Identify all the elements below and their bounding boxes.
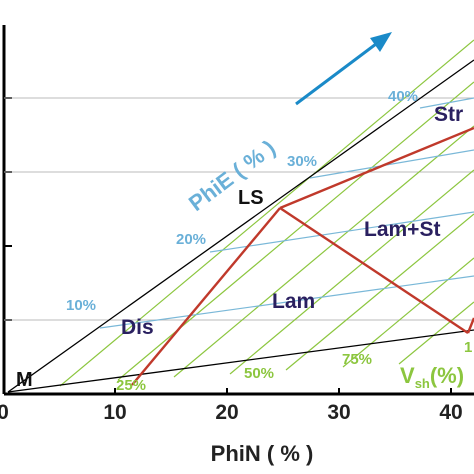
vsh-label-50: 50% (244, 365, 274, 382)
vsh-line-a (59, 39, 474, 387)
x-axis-title: PhiN ( % ) (211, 441, 314, 466)
vsh-axis-title-tail: (%) (430, 363, 464, 388)
phie-label-20: 20% (176, 231, 206, 248)
x-tick-label-10: 10 (103, 401, 126, 424)
dispersed-line (131, 207, 281, 386)
vsh-line-b (173, 125, 474, 378)
laminated-line (279, 207, 469, 334)
structural-line (279, 126, 474, 210)
vsh-label-100: 1 (464, 339, 472, 356)
x-tick-label-30: 30 (327, 401, 350, 424)
matrix-point-label: M (16, 369, 33, 391)
phie-label-10: 10% (66, 297, 96, 314)
region-label-laminated-structural: Lam+St (364, 218, 440, 241)
vsh-axis-title-sub: sh (415, 376, 430, 391)
laminated-shale-point-label: LS (238, 187, 264, 209)
vsh-axis-title: Vsh(%) (400, 363, 464, 391)
phie-label-40: 40% (388, 88, 418, 105)
phie-line-10 (99, 275, 474, 329)
x-tick-label-0: 0 (0, 401, 9, 424)
matrix-to-shale-line (7, 329, 474, 393)
vsh-line-50 (229, 169, 474, 375)
shale-point-line (466, 317, 474, 334)
model-lines (131, 126, 474, 386)
vsh-label-75: 75% (342, 351, 372, 368)
x-tick-label-40: 40 (439, 401, 462, 424)
phie-direction-arrow (295, 32, 392, 106)
envelope-lines (7, 59, 474, 393)
x-tick-label-20: 20 (215, 401, 238, 424)
gridlines (4, 97, 474, 321)
region-label-structural: Str (434, 103, 463, 126)
phie-label-30: 30% (287, 153, 317, 170)
phie-lines (99, 97, 474, 329)
x-tick-marks (114, 388, 452, 394)
region-label-laminated: Lam (272, 290, 315, 313)
region-label-dispersed: Dis (121, 316, 154, 339)
phie-line-40 (419, 97, 474, 109)
vsh-line-d (398, 301, 474, 365)
vsh-line-75 (342, 257, 474, 368)
vsh-label-25: 25% (116, 377, 146, 394)
phie-line-20 (209, 211, 474, 253)
matrix-to-clean-line (7, 59, 474, 393)
phie-line-30 (309, 149, 474, 179)
phie-axis-title: PhiE ( % ) (184, 135, 280, 216)
vsh-axis-title-main: V (400, 363, 415, 388)
vsh-line-c (285, 213, 474, 371)
